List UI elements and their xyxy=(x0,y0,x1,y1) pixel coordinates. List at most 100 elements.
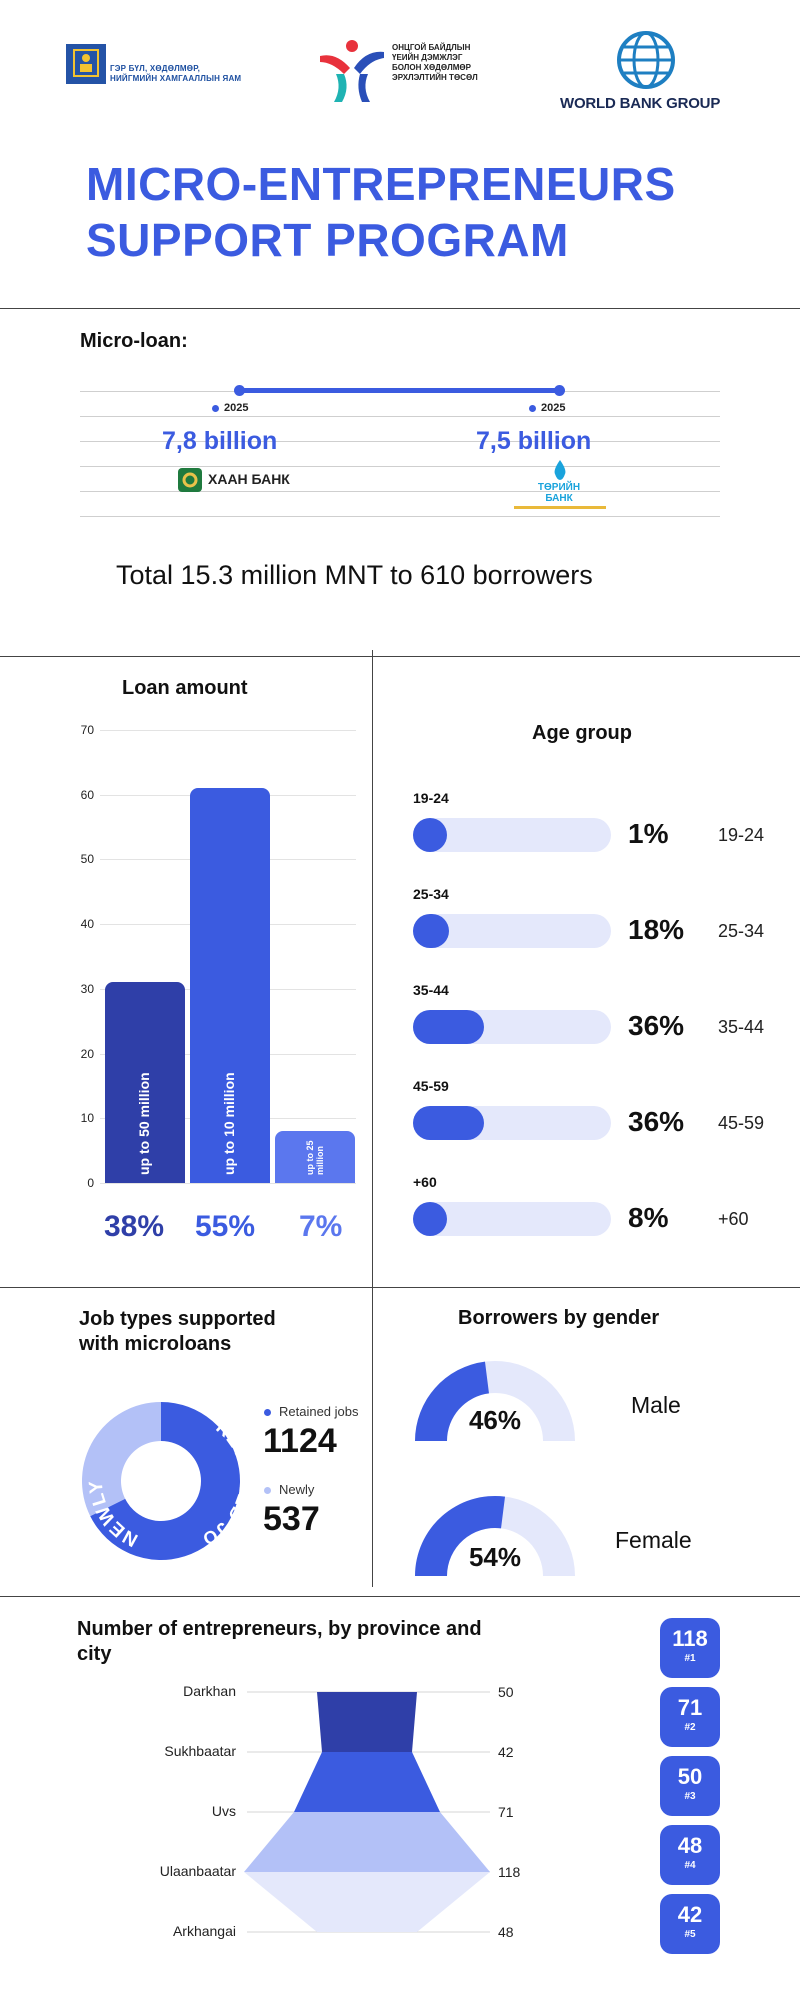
province-value: 71 xyxy=(498,1804,514,1820)
project-name-line4: ЭРХЛЭЛТИЙН ТӨСӨЛ xyxy=(392,73,478,82)
gender-title: Borrowers by gender xyxy=(458,1307,660,1329)
age-progress-track xyxy=(413,1202,611,1236)
rank-number: #4 xyxy=(684,1860,696,1871)
age-group-side-label: 19-24 xyxy=(718,825,765,845)
age-group-pct: 36% xyxy=(628,1010,685,1041)
age-progress-track xyxy=(413,1010,611,1044)
province-funnel xyxy=(244,1691,490,1933)
rank-badge: 71 #2 xyxy=(660,1687,720,1747)
pct-label-10m: 55% xyxy=(195,1210,256,1243)
male-gauge-fill xyxy=(415,1361,489,1441)
water-drop-icon xyxy=(554,460,566,480)
project-name-line3: БОЛОН ХӨДӨЛМӨР xyxy=(392,63,471,72)
rank-value: 71 xyxy=(677,1695,703,1720)
rank-number: #2 xyxy=(684,1722,696,1733)
job-types-donut: NEWLY RETAINED JOBS xyxy=(80,1400,242,1560)
year-label: 2025 xyxy=(212,402,248,414)
y-tick-label: 0 xyxy=(87,1176,94,1190)
project-emblem-icon xyxy=(320,40,384,102)
funnel-segment xyxy=(244,1812,490,1872)
loan-amount-state: 7,5 billion xyxy=(476,427,592,455)
female-label: Female xyxy=(615,1527,692,1553)
y-tick-label: 10 xyxy=(80,1111,94,1126)
timeline-bar xyxy=(238,388,560,393)
rank-value: 42 xyxy=(677,1902,703,1927)
province-value: 50 xyxy=(498,1684,514,1700)
khan-bank-icon xyxy=(178,468,202,492)
rank-value: 50 xyxy=(677,1764,703,1789)
y-tick-label: 60 xyxy=(80,787,94,802)
ministry-name-line1: ГЭР БҮЛ, ХӨДӨЛМӨР, xyxy=(110,64,201,73)
province-name: Darkhan xyxy=(183,1683,236,1699)
rank-badge: 50 #3 xyxy=(660,1756,720,1816)
world-bank-name: WORLD BANK GROUP xyxy=(560,95,721,112)
age-group-label: 25-34 xyxy=(413,886,449,902)
globe-icon xyxy=(617,31,675,89)
age-group-pct: 8% xyxy=(628,1202,669,1233)
province-value: 48 xyxy=(498,1924,514,1940)
loan-amount-khan: 7,8 billion xyxy=(162,427,278,455)
province-value: 42 xyxy=(498,1744,514,1760)
age-progress-fill xyxy=(413,818,447,852)
divider xyxy=(0,1596,800,1597)
rank-badge: 42 #5 xyxy=(660,1894,720,1954)
age-group-side-label: 35-44 xyxy=(718,1017,765,1037)
page-title: MICRO-ENTREPRENEURS SUPPORT PROGRAM xyxy=(86,156,736,268)
bar-2 xyxy=(190,788,270,1183)
province-name: Arkhangai xyxy=(172,1923,236,1939)
bar-3 xyxy=(275,1131,355,1183)
province-name: Sukhbaatar xyxy=(164,1743,236,1759)
age-group-title: Age group xyxy=(532,722,632,744)
title-line2: SUPPORT PROGRAM xyxy=(86,214,569,266)
age-group-side-label: 45-59 xyxy=(718,1113,765,1133)
legend-newly: Newly xyxy=(264,1482,314,1497)
project-name-line2: ҮЕИЙН ДЭМЖЛЭГ xyxy=(392,53,463,62)
age-progress-fill xyxy=(413,1106,485,1140)
loan-amount-chart: 0 10 20 30 40 50 60 70 up to 50 million up to 10 … xyxy=(0,0,372,1290)
bar-category-label: up to 10 million xyxy=(221,1072,237,1175)
rank-number: #1 xyxy=(684,1653,696,1664)
funnel-segment xyxy=(294,1752,440,1812)
age-progress-fill xyxy=(413,1202,447,1236)
microloan-label: Micro-loan: xyxy=(80,330,188,352)
age-group-side-label: +60 xyxy=(718,1209,749,1229)
y-tick-label: 20 xyxy=(80,1046,94,1061)
male-label: Male xyxy=(631,1392,681,1418)
province-title-line2: city xyxy=(77,1643,112,1665)
retained-jobs-value: 1124 xyxy=(263,1422,337,1460)
y-tick-label: 30 xyxy=(80,981,94,996)
ministry-emblem-icon xyxy=(66,44,106,84)
state-bank-name: ТӨРИЙН БАНК xyxy=(537,482,581,504)
province-title-line1: Number of entrepreneurs, by province and xyxy=(77,1618,482,1640)
ministry-name-line2: НИЙГМИЙН ХАМГААЛЛЫН ЯАМ xyxy=(110,74,242,83)
age-group-pct: 1% xyxy=(628,818,669,849)
age-group-label: 19-24 xyxy=(413,790,449,806)
donut-slice-newly xyxy=(81,1402,161,1517)
funnel-segment xyxy=(244,1872,490,1932)
job-types-title-line1: Job types supported xyxy=(79,1308,276,1330)
grid-line xyxy=(100,730,356,731)
project-name-line1: ОНЦГОЙ БАЙДЛЫН xyxy=(392,43,471,52)
age-progress-track xyxy=(413,818,611,852)
total-summary: Total 15.3 million MNT to 610 borrowers xyxy=(116,560,593,590)
age-progress-fill xyxy=(413,914,449,948)
title-line1: MICRO-ENTREPRENEURS xyxy=(86,158,676,210)
rank-badge: 118 #1 xyxy=(660,1618,720,1678)
divider xyxy=(0,1287,800,1288)
newly-jobs-value: 537 xyxy=(263,1500,320,1538)
y-tick-label: 40 xyxy=(80,917,94,932)
age-group-pct: 18% xyxy=(628,914,685,945)
rank-badge: 48 #4 xyxy=(660,1825,720,1885)
rank-value: 48 xyxy=(677,1833,703,1858)
year-label: 2025 xyxy=(529,402,565,414)
female-gauge-fill xyxy=(415,1496,506,1576)
divider xyxy=(0,308,800,309)
donut-slice-retained xyxy=(90,1402,241,1560)
age-group-side-label: 25-34 xyxy=(718,921,765,941)
y-tick-label: 70 xyxy=(80,723,94,737)
province-title: Number of entrepreneurs, by province and… xyxy=(77,1617,482,1667)
khan-bank-name: ХААН БАНК xyxy=(208,471,290,487)
vertical-divider xyxy=(372,1287,373,1587)
bar-category-label: up to 50 million xyxy=(136,1072,152,1175)
province-name: Uvs xyxy=(211,1803,236,1819)
